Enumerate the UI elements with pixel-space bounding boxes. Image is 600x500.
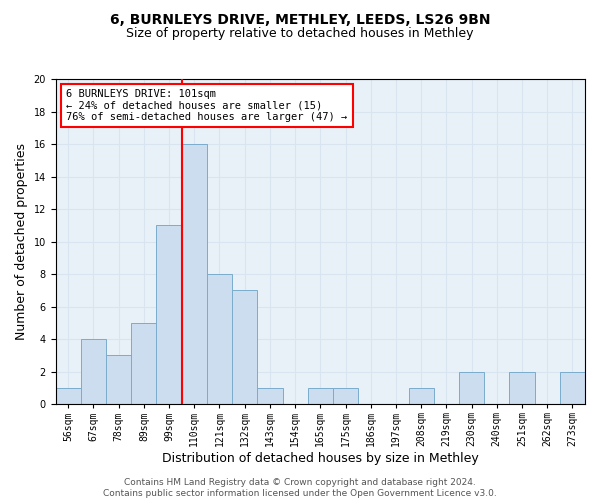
Text: Contains HM Land Registry data © Crown copyright and database right 2024.
Contai: Contains HM Land Registry data © Crown c… [103, 478, 497, 498]
Bar [232, 290, 257, 404]
Bar [106, 356, 131, 404]
Bar [509, 372, 535, 404]
Bar [308, 388, 333, 404]
Text: 6 BURNLEYS DRIVE: 101sqm
← 24% of detached houses are smaller (15)
76% of semi-d: 6 BURNLEYS DRIVE: 101sqm ← 24% of detach… [66, 89, 347, 122]
Bar [157, 226, 182, 404]
Text: 6, BURNLEYS DRIVE, METHLEY, LEEDS, LS26 9BN: 6, BURNLEYS DRIVE, METHLEY, LEEDS, LS26 … [110, 12, 490, 26]
Bar [56, 388, 81, 404]
Bar [459, 372, 484, 404]
Bar [81, 339, 106, 404]
Bar [182, 144, 207, 404]
X-axis label: Distribution of detached houses by size in Methley: Distribution of detached houses by size … [162, 452, 479, 465]
Bar [207, 274, 232, 404]
Bar [333, 388, 358, 404]
Bar [409, 388, 434, 404]
Bar [131, 323, 157, 404]
Bar [560, 372, 585, 404]
Text: Size of property relative to detached houses in Methley: Size of property relative to detached ho… [126, 28, 474, 40]
Bar [257, 388, 283, 404]
Y-axis label: Number of detached properties: Number of detached properties [15, 143, 28, 340]
